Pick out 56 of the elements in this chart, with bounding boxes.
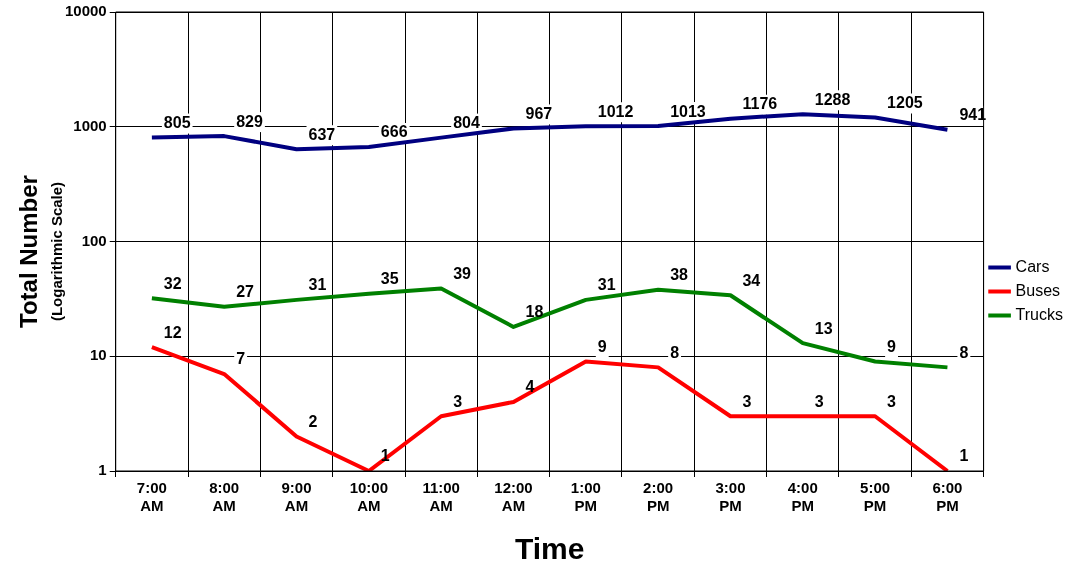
y-axis-title: Total Number xyxy=(14,175,42,328)
data-label: 805 xyxy=(163,113,191,131)
data-label: 32 xyxy=(163,274,182,292)
x-tick-label: 5:00 PM xyxy=(860,479,891,515)
x-tick-label: 2:00 PM xyxy=(643,479,674,515)
data-label: 2 xyxy=(308,412,318,430)
data-label: 31 xyxy=(597,276,616,294)
data-label: 27 xyxy=(236,283,255,301)
legend-label: Buses xyxy=(1015,281,1061,299)
x-tick-label: 3:00 PM xyxy=(715,479,746,515)
x-tick-label: 7:00 AM xyxy=(136,479,167,515)
data-label: 1288 xyxy=(814,90,851,108)
y-tick-label: 100 xyxy=(81,231,107,249)
x-tick-label: 6:00 PM xyxy=(932,479,963,515)
text: (Logarithmic Scale) xyxy=(48,181,66,322)
x-tick-label: 12:00 AM xyxy=(494,479,533,515)
data-label: 666 xyxy=(380,123,408,141)
data-label: 967 xyxy=(525,104,553,122)
data-label: 7 xyxy=(236,350,246,368)
data-label: 1012 xyxy=(597,102,634,120)
data-label: 1013 xyxy=(670,102,706,120)
data-label: 3 xyxy=(814,392,824,410)
x-axis-title: Time xyxy=(514,532,585,566)
y-tick-label: 1000 xyxy=(73,116,107,134)
data-label: 3 xyxy=(742,392,752,410)
data-label: 9 xyxy=(887,337,897,355)
x-tick-label: 8:00 AM xyxy=(209,479,240,515)
x-tick-label: 9:00 AM xyxy=(281,479,312,515)
data-label: 13 xyxy=(814,319,833,337)
data-label: 3 xyxy=(887,392,897,410)
data-label: 12 xyxy=(163,323,182,341)
data-label: 1205 xyxy=(887,93,923,111)
x-tick-label: 11:00 AM xyxy=(422,479,460,515)
x-tick-label: 4:00 PM xyxy=(787,479,818,515)
data-label: 39 xyxy=(453,264,472,282)
y-tick-label: 10000 xyxy=(64,2,107,20)
data-label: 34 xyxy=(742,271,761,289)
data-label: 8 xyxy=(670,343,680,361)
y-tick-label: 1 xyxy=(98,461,107,479)
legend-label: Cars xyxy=(1015,257,1050,275)
data-label: 804 xyxy=(453,114,480,132)
legend-label: Trucks xyxy=(1015,305,1063,323)
data-label: 829 xyxy=(236,112,263,130)
data-label: 18 xyxy=(525,303,544,321)
data-label: 1176 xyxy=(742,95,778,113)
data-label: 8 xyxy=(959,343,969,361)
data-label: 31 xyxy=(308,276,327,294)
data-label: 3 xyxy=(453,392,463,410)
data-label: 1 xyxy=(959,447,969,465)
data-label: 9 xyxy=(597,337,607,355)
x-tick-label: 10:00 AM xyxy=(349,479,389,515)
data-label: 35 xyxy=(380,270,399,288)
x-tick-label: 1:00 PM xyxy=(570,479,601,515)
y-tick-label: 10 xyxy=(90,346,107,364)
data-label: 637 xyxy=(308,125,336,143)
data-label: 38 xyxy=(670,266,689,284)
